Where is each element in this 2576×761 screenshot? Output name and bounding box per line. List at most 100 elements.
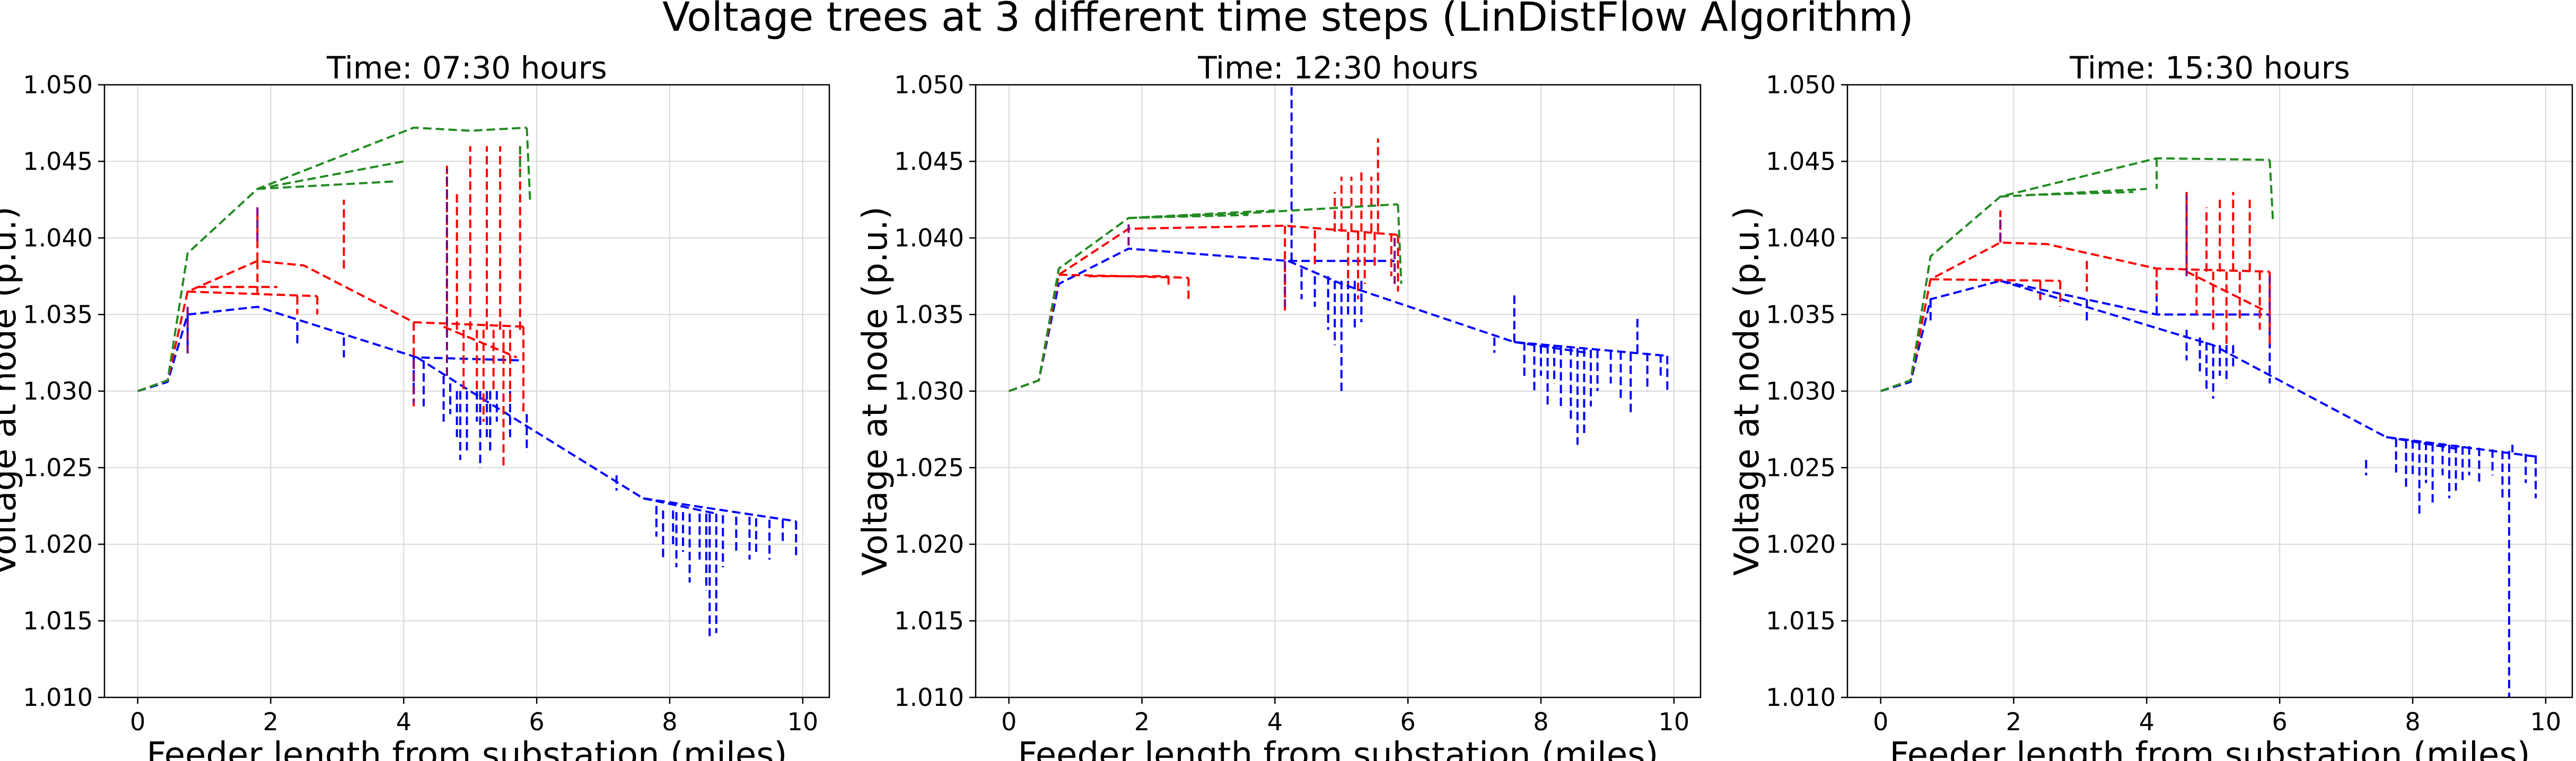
y-axis-label: Voltage at node (p.u.) (0, 207, 24, 576)
series-line (1880, 157, 2270, 392)
y-tick-label: 1.035 (894, 300, 964, 329)
series-line (1880, 279, 2270, 392)
y-tick-label: 1.015 (894, 607, 964, 635)
y-tick-label: 1.050 (894, 70, 964, 99)
series-1 (1880, 276, 2539, 697)
panel-title: Time: 12:30 hours (1197, 50, 1478, 86)
y-tick-label: 1.040 (1766, 224, 1836, 252)
y-axis-label: Voltage at node (p.u.) (1728, 207, 1767, 576)
series-line (1128, 209, 1275, 219)
y-tick-label: 1.050 (1766, 70, 1836, 99)
y-tick-label: 1.040 (23, 224, 93, 252)
y-tick-label: 1.015 (1766, 607, 1836, 635)
y-tick-label: 1.045 (894, 147, 964, 176)
y-axis-label: Voltage at node (p.u.) (856, 207, 895, 576)
series-line (1009, 203, 1398, 392)
x-tick-label: 4 (396, 707, 411, 736)
y-tick-label: 1.040 (894, 224, 964, 252)
series-line (1930, 278, 2061, 282)
x-tick-label: 10 (2530, 707, 2562, 736)
series-line (416, 356, 796, 523)
series-line (137, 260, 527, 392)
x-tick-label: 4 (1267, 707, 1283, 736)
x-tick-label: 2 (2006, 707, 2021, 736)
x-axis-label: Feeder length from substation (miles) (1018, 736, 1658, 761)
plot-area (1009, 85, 1669, 445)
y-tick-label: 1.030 (23, 377, 93, 405)
y-tick-label: 1.020 (1766, 530, 1836, 559)
series-line (2268, 160, 2274, 223)
x-tick-label: 2 (263, 707, 278, 736)
x-tick-label: 8 (662, 707, 677, 736)
series-line (1128, 214, 1249, 219)
plot-area (137, 126, 798, 636)
series-2 (137, 146, 527, 468)
series-line (1880, 241, 2270, 392)
y-tick-label: 1.045 (23, 147, 93, 176)
series-line (443, 325, 518, 359)
x-tick-label: 6 (1400, 707, 1416, 736)
x-tick-label: 0 (1001, 707, 1017, 736)
y-tick-label: 1.025 (1766, 454, 1836, 482)
series-1 (1009, 85, 1669, 445)
series-3 (137, 126, 531, 392)
plot-area (1880, 157, 2539, 697)
series-3 (1009, 203, 1403, 392)
series-line (1397, 204, 1403, 284)
series-2 (1880, 192, 2271, 392)
y-tick-label: 1.030 (894, 377, 964, 405)
y-tick-label: 1.020 (23, 530, 93, 559)
series-line (2027, 191, 2134, 197)
figure-title: Voltage trees at 3 different time steps … (662, 0, 1914, 40)
y-tick-label: 1.050 (23, 70, 93, 99)
y-tick-label: 1.015 (23, 607, 93, 635)
chart-panels: 0 2 4 6 8 10 1.010 1.015 1.020 1.025 1.030 1.035 1.0… (0, 50, 2573, 761)
x-tick-label: 2 (1134, 707, 1150, 736)
series-4 (1127, 223, 1396, 307)
series-line (1009, 224, 1398, 392)
panel-title: Time: 07:30 hours (326, 50, 607, 86)
x-tick-label: 8 (2405, 707, 2420, 736)
y-tick-label: 1.045 (1766, 147, 1836, 176)
y-tick-label: 1.020 (894, 530, 964, 559)
chart-panel-3: 0 2 4 6 8 10 1.010 1.015 1.020 1.025 1.030 1.035 1.0… (1728, 50, 2573, 761)
x-axis-label: Feeder length from substation (miles) (146, 736, 787, 761)
series-line (137, 306, 524, 392)
y-tick-label: 1.035 (23, 300, 93, 329)
series-line (257, 160, 404, 190)
series-line (2000, 279, 2539, 458)
y-tick-label: 1.025 (23, 454, 93, 482)
panel-title: Time: 15:30 hours (2069, 50, 2350, 86)
series-line (187, 290, 318, 297)
series-3 (1880, 157, 2274, 392)
series-line (2000, 188, 2147, 198)
x-tick-label: 10 (787, 707, 819, 736)
x-axis-label: Feeder length from substation (miles) (1889, 736, 2530, 761)
series-line (1287, 260, 1668, 357)
series-line (525, 127, 531, 200)
chart-panel-1: 0 2 4 6 8 10 1.010 1.015 1.020 1.025 1.030 1.035 1.0… (0, 50, 830, 761)
y-tick-label: 1.035 (1766, 300, 1836, 329)
x-tick-label: 0 (130, 707, 145, 736)
x-tick-label: 6 (529, 707, 545, 736)
y-tick-label: 1.010 (23, 683, 93, 712)
series-line (1009, 247, 1395, 392)
series-4 (186, 169, 448, 404)
y-tick-label: 1.010 (1766, 683, 1836, 712)
x-tick-label: 6 (2272, 707, 2288, 736)
series-4 (1999, 195, 2271, 330)
y-tick-label: 1.025 (894, 454, 964, 482)
y-tick-label: 1.010 (894, 683, 964, 712)
x-tick-label: 10 (1659, 707, 1690, 736)
x-tick-label: 8 (1533, 707, 1548, 736)
x-tick-label: 0 (1873, 707, 1888, 736)
series-line (137, 126, 527, 392)
y-tick-label: 1.030 (1766, 377, 1836, 405)
chart-panel-2: 0 2 4 6 8 10 1.010 1.015 1.020 1.025 1.030 1.035 1.0… (856, 50, 1702, 761)
series-line (643, 497, 717, 515)
series-2 (1009, 138, 1399, 392)
series-line (257, 180, 397, 190)
x-tick-label: 4 (2139, 707, 2154, 736)
series-1 (137, 306, 798, 636)
